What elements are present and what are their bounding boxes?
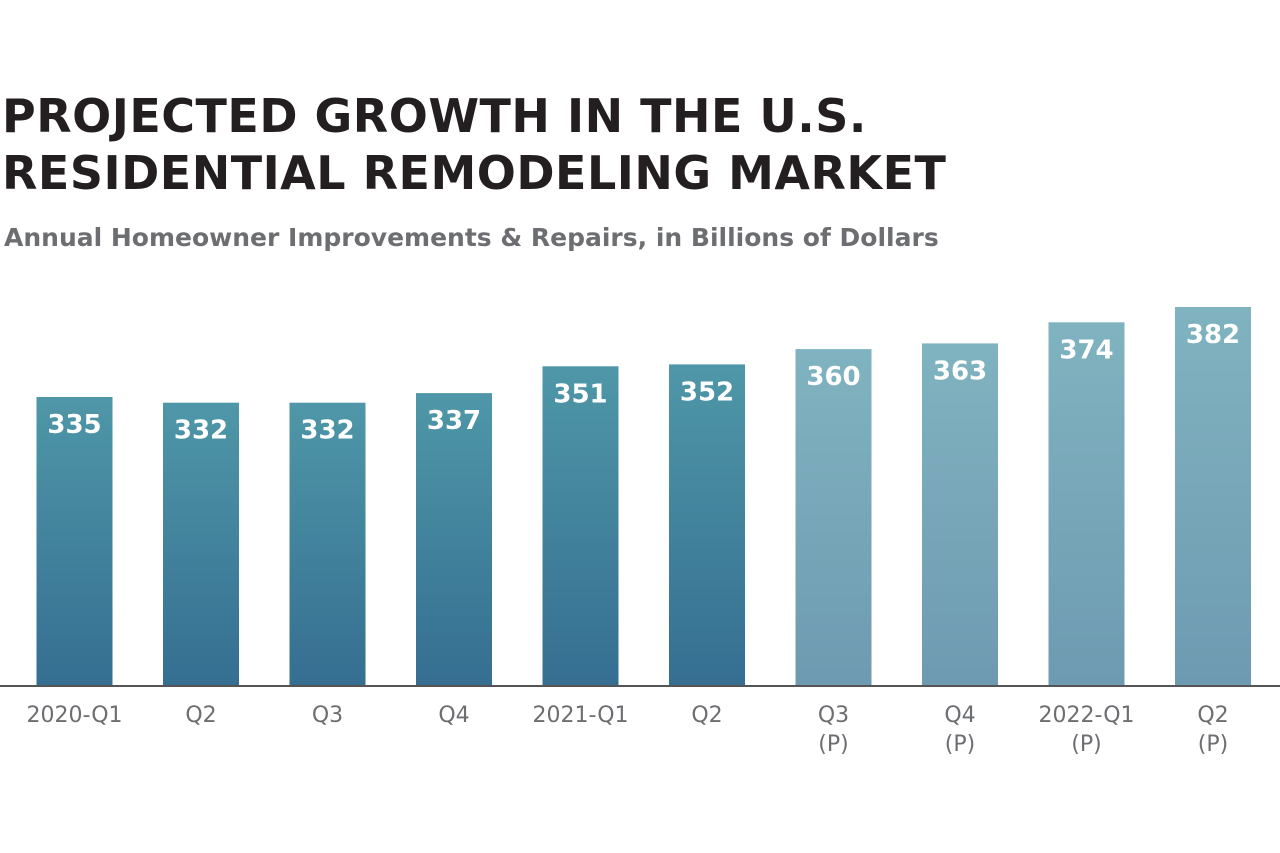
- x-tick-label-8-line-2: (P): [945, 732, 975, 757]
- x-tick-label-7-line-2: (P): [818, 732, 848, 757]
- x-tick-label-2: Q2: [185, 703, 216, 728]
- bar-value-label-3: 332: [300, 416, 354, 446]
- bar-2: [163, 402, 239, 686]
- chart-title: PROJECTED GROWTH IN THE U.S. RESIDENTIAL…: [2, 88, 1272, 202]
- chart-title-line-2: RESIDENTIAL REMODELING MARKET: [2, 146, 947, 200]
- bar-6: [669, 364, 745, 686]
- x-tick-label-8: Q4: [944, 703, 975, 728]
- x-tick-label-6: Q2: [691, 703, 722, 728]
- x-tick-label-9-line-2: (P): [1071, 732, 1101, 757]
- x-tick-label-7: Q3: [818, 703, 849, 728]
- x-tick-label-5: 2021-Q1: [532, 703, 628, 728]
- x-tick-label-10-line-2: (P): [1198, 732, 1228, 757]
- bar-10: [1175, 307, 1251, 686]
- x-tick-label-9: 2022-Q1: [1038, 703, 1134, 728]
- x-tick-label-10: Q2: [1197, 703, 1228, 728]
- bar-value-label-6: 352: [680, 377, 734, 407]
- bar-9: [1048, 322, 1125, 686]
- x-axis-tick-labels: 2020-Q1 Q2 Q3 Q4 2021-Q1 Q2 Q3 (P) Q4 (P) 2022-Q1 (…: [26, 703, 1228, 757]
- bar-4: [416, 393, 492, 686]
- bar-value-label-5: 351: [553, 379, 607, 409]
- bar-value-label-9: 374: [1059, 335, 1113, 365]
- bars-group: [36, 307, 1251, 686]
- bar-5: [542, 366, 619, 686]
- x-tick-label-1: 2020-Q1: [26, 703, 122, 728]
- bar-3: [289, 402, 366, 686]
- bar-value-label-7: 360: [806, 362, 860, 392]
- bar-1: [36, 397, 113, 686]
- bar-value-label-4: 337: [427, 406, 481, 436]
- chart-title-line-1: PROJECTED GROWTH IN THE U.S.: [2, 89, 867, 143]
- bar-7: [795, 349, 872, 686]
- bar-value-label-8: 363: [933, 356, 987, 386]
- x-tick-label-4: Q4: [438, 703, 469, 728]
- bar-8: [922, 343, 998, 686]
- bar-value-label-10: 382: [1186, 320, 1240, 350]
- bar-value-label-2: 332: [174, 416, 228, 446]
- bar-value-label-1: 335: [47, 410, 101, 440]
- value-labels-group: 335 332 332 337 351 352 360 363 374 382: [47, 320, 1240, 446]
- x-tick-label-3: Q3: [312, 703, 343, 728]
- chart-subtitle: Annual Homeowner Improvements & Repairs,…: [4, 223, 939, 252]
